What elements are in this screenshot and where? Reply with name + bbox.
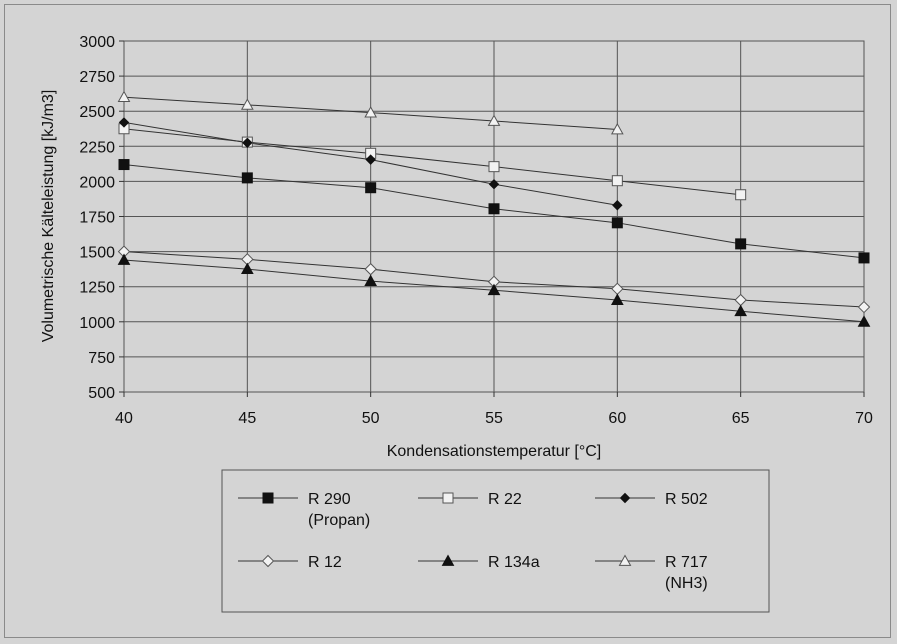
y-axis-label: Volumetrische Kälteleistung [kJ/m3] xyxy=(40,90,57,343)
x-tick-label: 70 xyxy=(855,410,873,427)
legend-label: R 12 xyxy=(308,554,342,571)
data-point-series-4 xyxy=(364,274,378,286)
legend-marker xyxy=(619,492,631,504)
data-point-series-5 xyxy=(610,122,624,135)
y-tick-label: 1250 xyxy=(79,280,115,297)
data-point-series-4 xyxy=(240,262,254,275)
legend-box xyxy=(221,469,770,613)
series-markers xyxy=(117,90,871,327)
data-point-series-5 xyxy=(487,114,501,126)
legend-label: R 134a xyxy=(488,554,540,571)
legend: R 290 (Propan) R 22 R 502 R 12 R 134a R 717 (NH… xyxy=(238,491,708,592)
data-point-series-2 xyxy=(242,137,253,148)
data-point-series-4 xyxy=(117,253,131,265)
y-tick-label: 2500 xyxy=(79,104,115,121)
legend-label: R 717 xyxy=(665,554,708,571)
data-point-series-3 xyxy=(857,300,871,314)
legend-label: R 502 xyxy=(665,491,708,508)
x-tick-label: 40 xyxy=(115,410,133,427)
y-tick-label: 2250 xyxy=(79,139,115,156)
data-point-series-2 xyxy=(365,154,376,165)
legend-marker xyxy=(262,492,274,504)
legend-label: R 22 xyxy=(488,491,522,508)
data-point-series-0 xyxy=(611,217,623,229)
data-point-series-2 xyxy=(488,179,500,190)
legend-marker xyxy=(618,554,632,566)
y-tick-label: 500 xyxy=(88,385,115,402)
data-point-series-4 xyxy=(610,293,624,305)
y-tick-label: 1750 xyxy=(79,210,115,227)
data-point-series-5 xyxy=(364,106,378,118)
y-tick-label: 750 xyxy=(88,350,115,367)
y-tick-label: 2000 xyxy=(79,174,115,191)
x-tick-label: 60 xyxy=(608,410,626,427)
legend-marker xyxy=(441,554,455,566)
x-axis-ticks: 40 45 50 55 60 65 70 xyxy=(115,392,873,427)
x-tick-label: 55 xyxy=(485,410,503,427)
legend-marker xyxy=(442,492,454,504)
data-point-series-0 xyxy=(858,252,870,264)
data-point-series-1 xyxy=(488,161,500,173)
data-point-series-2 xyxy=(118,117,130,128)
y-tick-label: 2750 xyxy=(79,69,115,86)
x-tick-label: 45 xyxy=(238,410,256,427)
y-tick-label: 3000 xyxy=(79,34,115,51)
data-point-series-2 xyxy=(612,200,623,211)
data-point-series-1 xyxy=(611,175,623,187)
data-point-series-0 xyxy=(241,172,253,184)
data-point-series-5 xyxy=(117,90,131,103)
gridlines xyxy=(123,40,865,393)
data-point-series-0 xyxy=(118,159,130,171)
x-axis-label: Kondensationstemperatur [°C] xyxy=(387,443,602,460)
data-point-series-4 xyxy=(857,315,871,327)
data-point-series-4 xyxy=(487,283,501,296)
y-tick-label: 1000 xyxy=(79,315,115,332)
data-point-series-5 xyxy=(240,98,254,110)
legend-label-sub: (Propan) xyxy=(308,512,370,529)
legend-label: R 290 xyxy=(308,491,351,508)
legend-label-sub: (NH3) xyxy=(665,575,708,592)
data-point-series-0 xyxy=(365,182,377,194)
y-axis-ticks: 500 750 1000 1250 1500 1750 2000 2250 2500 2750 30… xyxy=(79,34,124,402)
legend-marker xyxy=(261,554,275,568)
data-point-series-4 xyxy=(734,304,748,317)
data-point-series-1 xyxy=(735,189,747,201)
y-tick-label: 1500 xyxy=(79,245,115,262)
data-point-series-0 xyxy=(735,238,747,250)
x-tick-label: 65 xyxy=(732,410,750,427)
x-tick-label: 50 xyxy=(362,410,380,427)
data-point-series-0 xyxy=(488,203,500,215)
